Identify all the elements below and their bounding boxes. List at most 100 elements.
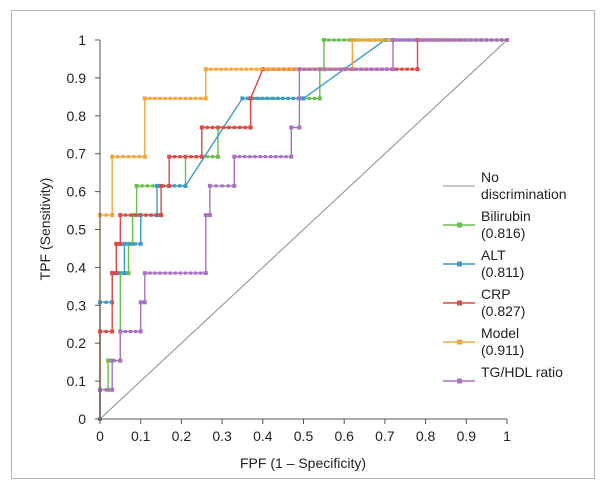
series-4-fill-marker [412, 38, 416, 42]
series-2-point-15 [248, 96, 253, 101]
series-4-point-19 [297, 96, 302, 101]
chart-border [11, 10, 595, 479]
series-1-fill-marker [104, 300, 108, 304]
series-2-fill-marker [128, 213, 133, 217]
series-1-fill-marker [128, 242, 132, 246]
series-4-point-6 [138, 329, 143, 334]
series-1-fill-marker [291, 96, 295, 100]
series-4-point-22 [391, 38, 395, 42]
series-1-fill-marker [261, 96, 265, 100]
series-3-fill-marker [104, 213, 108, 217]
series-3-fill-marker [209, 67, 213, 71]
series-4-fill-marker [226, 184, 230, 188]
series-4-point-15 [232, 154, 237, 159]
series-1-fill-marker [271, 96, 275, 100]
series-4-point-2 [110, 387, 115, 392]
series-4-point-20 [297, 67, 302, 72]
series-3-fill-marker [158, 96, 162, 100]
series-3-fill-marker [137, 155, 141, 159]
series-2-fill-marker [149, 213, 153, 217]
series-4-fill-marker [163, 271, 167, 275]
series-0-point-11 [134, 183, 139, 188]
series-4-fill-marker [339, 67, 343, 71]
series-4-fill-marker [375, 67, 379, 71]
series-4-fill-marker [370, 67, 374, 71]
series-3-fill-marker [376, 38, 380, 42]
x-tick-label: 0.4 [253, 428, 273, 444]
y-tick-label: 0.4 [67, 259, 87, 275]
series-4-point-21 [391, 67, 395, 72]
series-2-point-17 [415, 67, 420, 72]
series-3-fill-marker [361, 38, 365, 42]
series-4-fill-marker [427, 38, 431, 42]
series-4-fill-marker [349, 67, 353, 71]
x-tick-label: 1 [503, 428, 511, 444]
series-4-fill-marker [194, 271, 198, 275]
series-3-fill-marker [290, 67, 294, 71]
series-4-fill-marker [474, 38, 478, 42]
series-3-fill-marker [386, 38, 390, 42]
series-1-fill-marker [133, 242, 137, 246]
series-4-fill-marker [104, 388, 108, 392]
series-1-fill-marker [256, 96, 260, 100]
series-4-point-10 [203, 271, 208, 276]
series-4-fill-marker [134, 329, 138, 334]
legend-swatch-marker [457, 378, 462, 384]
series-1-fill-marker [286, 96, 290, 100]
series-4-point-16 [289, 154, 294, 159]
legend-item-2: ALT(0.811) [443, 247, 524, 280]
legend-item-4: Model(0.911) [443, 325, 524, 358]
series-4-point-9 [142, 271, 147, 276]
legend-label: discrimination [481, 186, 567, 202]
series-1-point-6 [138, 241, 143, 246]
series-4-fill-marker [329, 67, 333, 71]
series-0-point-3 [106, 358, 111, 363]
legend-label: Model [481, 325, 519, 341]
series-4-fill-marker [489, 38, 494, 42]
series-3-fill-marker [280, 67, 284, 71]
series-2-point-2 [110, 329, 115, 334]
series-2-point-9 [159, 183, 164, 188]
series-3-fill-marker [116, 155, 120, 159]
series-3-fill-marker [229, 67, 233, 71]
series-0-fill-marker [332, 38, 336, 42]
series-3-point-7 [203, 67, 208, 72]
series-2-point-5 [114, 241, 119, 246]
series-1-fill-marker [276, 96, 280, 100]
series-3-fill-marker [239, 67, 243, 71]
series-1-fill-marker [281, 96, 285, 100]
series-2-fill-marker [178, 155, 182, 159]
series-2-point-10 [167, 183, 172, 188]
series-2-point-13 [199, 125, 204, 130]
legend-label: TG/HDL ratio [481, 364, 563, 380]
series-0-fill-marker [307, 96, 311, 100]
series-3-fill-marker [244, 67, 248, 71]
series-4-fill-marker [173, 271, 177, 275]
series-3-fill-marker [295, 67, 299, 71]
series-4-fill-marker [308, 67, 312, 71]
series-2-fill-marker [144, 213, 148, 217]
series-4-fill-marker [263, 155, 267, 159]
series-4-fill-marker [168, 271, 172, 275]
series-4-point-3 [110, 358, 115, 363]
series-3-fill-marker [249, 67, 253, 71]
series-4-fill-marker [153, 271, 157, 275]
series-4-fill-marker [243, 155, 247, 159]
series-3-fill-marker [121, 155, 125, 159]
series-2-fill-marker [104, 329, 108, 334]
y-tick-label: 0 [78, 411, 86, 427]
series-2-point-8 [159, 213, 164, 218]
series-4-fill-marker [274, 155, 278, 159]
series-group-4 [98, 38, 509, 421]
series-4-fill-marker [123, 329, 127, 334]
series-4-fill-marker [199, 271, 203, 275]
series-4-fill-marker [469, 38, 473, 42]
series-2-fill-marker [400, 67, 404, 71]
series-0-fill-marker [327, 38, 331, 42]
x-tick-label: 0 [96, 428, 104, 444]
series-4-fill-marker [189, 271, 193, 275]
series-3-point-9 [350, 38, 355, 42]
series-4-fill-marker [500, 38, 504, 42]
series-4-fill-marker [279, 155, 283, 159]
